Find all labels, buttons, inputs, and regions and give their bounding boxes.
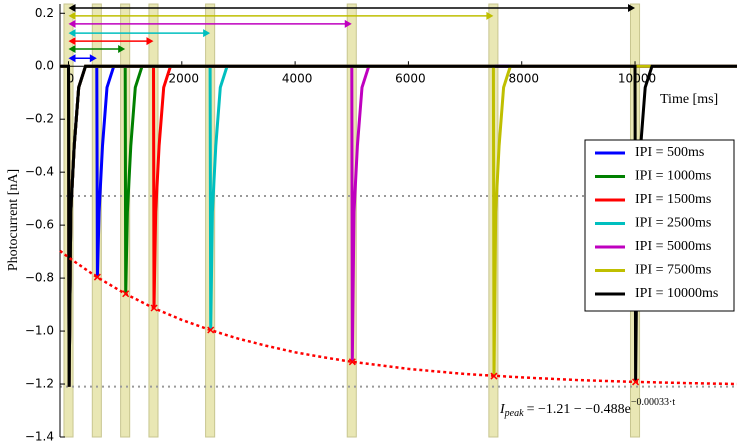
legend-label: IPI = 2500ms: [635, 216, 711, 231]
y-tick-label: 0.2: [35, 6, 54, 20]
series-line: [60, 64, 737, 387]
peak-marker: [490, 372, 498, 380]
x-tick-label: 2000: [169, 72, 200, 86]
peak-marker: [122, 290, 130, 298]
x-axis-label: Time [ms]: [660, 92, 718, 107]
peak-marker: [93, 273, 101, 281]
x-tick-label: 6000: [395, 72, 426, 86]
y-axis-label: Photocurrent [nA]: [6, 169, 21, 271]
peak-marker: [348, 358, 356, 366]
legend-label: IPI = 500ms: [635, 145, 704, 160]
formula-exponent: −0.00033·t: [631, 397, 675, 408]
x-tick-label: 0: [67, 72, 75, 86]
formula-body: = −1.21 − −0.488e: [527, 402, 631, 417]
peak-marker: [150, 304, 158, 312]
y-tick-label: −1.4: [25, 430, 54, 444]
x-tick-label: 8000: [508, 72, 539, 86]
arrow-head: [68, 45, 126, 54]
y-tick-label: −0.4: [25, 165, 54, 179]
fit-formula: Ipeak = −1.21 − −0.488e−0.00033·t: [499, 397, 675, 419]
formula-subscript: peak: [504, 408, 524, 419]
peak-marker: [207, 326, 215, 334]
y-tick-label: −0.6: [25, 218, 54, 232]
formula-symbol: I: [499, 402, 506, 417]
y-tick-label: −0.2: [25, 112, 54, 126]
legend-box: [584, 139, 735, 312]
peak-marker: [632, 378, 640, 386]
legend-label: IPI = 1000ms: [635, 169, 711, 184]
legend-label: IPI = 10000ms: [635, 286, 718, 301]
legend-label: IPI = 1500ms: [635, 192, 711, 207]
legend-label: IPI = 7500ms: [635, 263, 711, 278]
arrow-head: [68, 54, 97, 63]
x-tick-label: 4000: [282, 72, 313, 86]
legend-label: IPI = 5000ms: [635, 239, 711, 254]
y-tick-label: −0.8: [25, 271, 54, 285]
y-tick-label: −1.2: [25, 377, 54, 391]
y-tick-label: 0.0: [35, 59, 54, 73]
y-tick-label: −1.0: [25, 324, 54, 338]
